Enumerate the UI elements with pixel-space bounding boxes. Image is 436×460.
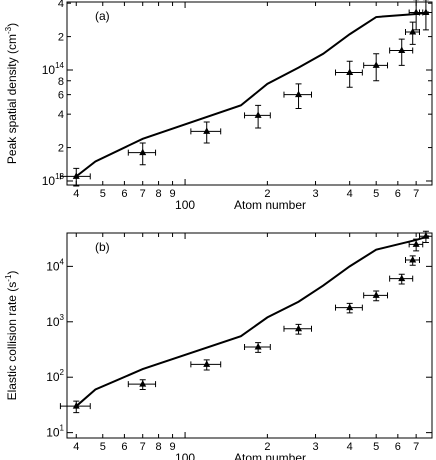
- y-tick-label: 104: [46, 257, 64, 273]
- data-point: [372, 291, 380, 298]
- y-tick-base: 10: [46, 426, 60, 440]
- y-tick-label: 2: [58, 32, 64, 44]
- y-axis-label-sup: -1: [4, 274, 13, 282]
- x-tick-label: 2: [264, 188, 270, 200]
- x-tick-label: 5: [373, 188, 379, 200]
- data-point: [398, 46, 406, 53]
- x-tick-label: 4: [347, 441, 353, 453]
- y-tick-base: 10: [46, 259, 60, 273]
- y-tick-base: 10: [42, 174, 56, 188]
- y-tick-base: 10: [42, 63, 56, 77]
- plot-frame: [66, 1, 433, 186]
- data-point: [254, 343, 262, 350]
- model-line: [75, 11, 430, 178]
- y-tick-base: 10: [46, 315, 60, 329]
- y-tick-exp: 3: [60, 313, 65, 322]
- y-tick-exp: 14: [55, 61, 64, 70]
- x-tick-label: 4: [73, 188, 79, 200]
- x-tick-label: 7: [413, 188, 419, 200]
- x-tick-label: 2: [264, 441, 270, 453]
- x-tick-label: 3: [312, 441, 318, 453]
- panel-label: (a): [95, 9, 110, 23]
- x-tick-label: 6: [121, 188, 127, 200]
- y-axis-label-main: Elastic collision rate (s: [5, 282, 19, 401]
- x-tick-label: 6: [395, 441, 401, 453]
- y-tick-label: 101: [46, 424, 64, 440]
- x-tick-label: 4: [73, 441, 79, 453]
- x-tick-label: 7: [140, 441, 146, 453]
- x-tick-label: 5: [100, 441, 106, 453]
- y-tick-label: 8: [58, 76, 64, 88]
- x-tick-label: 3: [312, 188, 318, 200]
- data-point: [398, 274, 406, 282]
- x-tick-label: 8: [156, 441, 162, 453]
- x-tick-label: 8: [156, 188, 162, 200]
- data-point: [139, 380, 147, 387]
- y-tick-label: 4: [58, 0, 64, 10]
- x-tick-label: 7: [140, 188, 146, 200]
- x-tick-label: 6: [395, 188, 401, 200]
- x-tick-label: 5: [373, 441, 379, 453]
- y-tick-base: 4: [58, 0, 64, 10]
- x-tick-label: 4: [347, 188, 353, 200]
- y-axis-label-main: Peak spatial density (cm: [5, 34, 19, 164]
- y-tick-label: 2: [58, 143, 64, 155]
- data-point: [203, 127, 211, 134]
- y-axis-label-end: ): [5, 23, 19, 27]
- data-point: [295, 324, 303, 332]
- x-tick-label: 100: [175, 198, 195, 212]
- y-tick-base: 6: [58, 90, 64, 102]
- y-tick-label: 103: [46, 313, 64, 329]
- y-tick-exp: 13: [55, 172, 64, 181]
- y-axis-label-end: ): [5, 271, 19, 275]
- data-point: [346, 68, 354, 75]
- y-tick-exp: 2: [60, 368, 65, 377]
- x-tick-label: 9: [169, 188, 175, 200]
- x-axis-label: Atom number: [234, 451, 306, 460]
- data-point: [254, 111, 262, 118]
- plot-frame: [66, 232, 433, 439]
- y-tick-base: 10: [46, 370, 60, 384]
- data-point: [139, 148, 147, 156]
- y-tick-label: 1014: [42, 61, 65, 77]
- y-tick-label: 4: [58, 109, 64, 121]
- data-point: [372, 61, 380, 68]
- x-axis-label: Atom number: [234, 198, 306, 212]
- y-tick-label: 102: [46, 368, 64, 384]
- data-point: [412, 240, 420, 247]
- x-tick-label: 6: [121, 441, 127, 453]
- y-tick-exp: 1: [60, 424, 65, 433]
- y-tick-base: 8: [58, 76, 64, 88]
- data-point: [203, 360, 211, 367]
- y-tick-base: 4: [58, 109, 64, 121]
- data-point: [409, 256, 417, 263]
- x-tick-label: 7: [413, 441, 419, 453]
- y-tick-base: 2: [58, 32, 64, 44]
- y-axis-label-sup: -3: [4, 26, 13, 34]
- y-axis-label: Elastic collision rate (s-1): [4, 271, 19, 401]
- y-tick-label: 1013: [42, 172, 65, 188]
- panel-label: (b): [95, 240, 110, 254]
- y-tick-base: 2: [58, 143, 64, 155]
- data-point: [346, 303, 354, 311]
- y-tick-exp: 4: [60, 257, 65, 266]
- data-point: [295, 90, 303, 98]
- x-tick-label: 9: [169, 441, 175, 453]
- y-tick-label: 6: [58, 90, 64, 102]
- data-point: [409, 28, 417, 35]
- x-tick-label: 100: [175, 451, 195, 460]
- x-tick-label: 5: [100, 188, 106, 200]
- model-line: [75, 235, 430, 407]
- y-axis-label: Peak spatial density (cm-3): [4, 23, 19, 164]
